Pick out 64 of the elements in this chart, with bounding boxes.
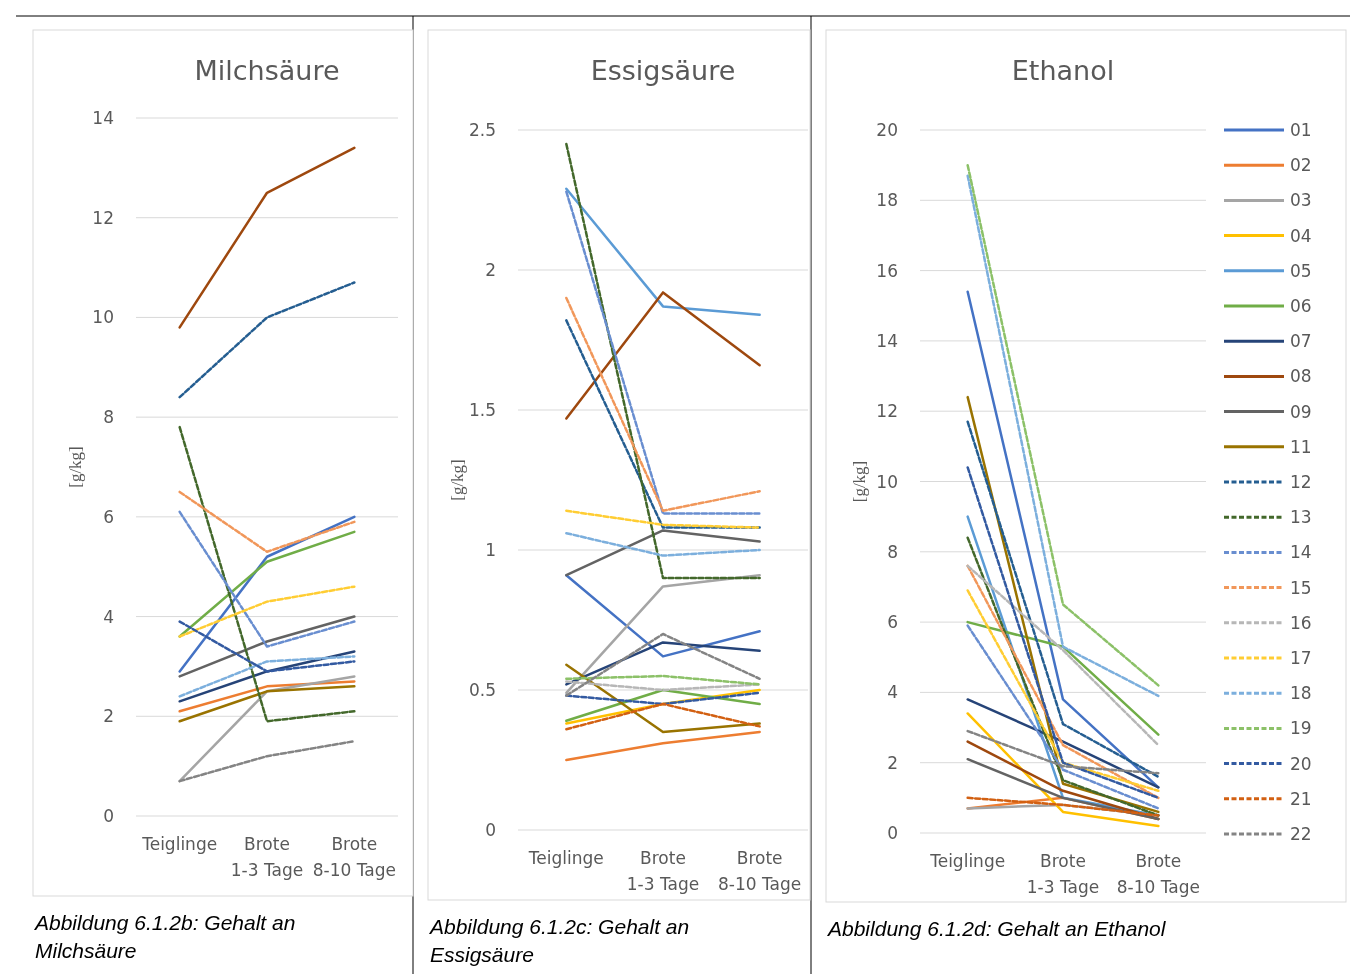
legend-label: 18: [1290, 683, 1312, 704]
y-tick-label: 8: [103, 407, 114, 428]
legend-label: 03: [1290, 190, 1312, 211]
legend-label: 02: [1290, 155, 1312, 176]
legend-label: 13: [1290, 507, 1312, 528]
x-tick-label: Teiglinge: [141, 834, 218, 854]
y-tick-label: 16: [876, 260, 898, 281]
y-tick-label: 2: [485, 260, 496, 280]
legend-label: 19: [1290, 718, 1312, 739]
legend-label: 07: [1290, 331, 1312, 352]
y-tick-label: 20: [876, 120, 898, 140]
y-tick-label: 4: [103, 606, 114, 627]
legend-label: 20: [1290, 753, 1312, 774]
legend-label: 04: [1290, 225, 1312, 246]
legend-label: 15: [1290, 577, 1312, 598]
legend-label: 17: [1290, 648, 1312, 668]
y-tick-label: 1: [485, 540, 496, 560]
y-axis-title: [g/kg]: [850, 460, 869, 503]
chart-title: Ethanol: [1011, 55, 1115, 86]
legend-label: 08: [1290, 366, 1312, 387]
y-tick-label: 2: [103, 706, 114, 727]
x-tick-label: Teiglinge: [527, 848, 604, 868]
y-tick-label: 2: [887, 752, 898, 773]
y-tick-label: 0: [887, 823, 898, 843]
y-tick-label: 2.5: [468, 120, 496, 140]
y-tick-label: 18: [876, 190, 898, 211]
y-tick-label: 1.5: [468, 400, 496, 420]
legend-label: 21: [1290, 788, 1312, 809]
text: Abbildung 6.1.2d: Gehalt an Ethanol: [826, 917, 1167, 940]
legend-label: 05: [1290, 260, 1312, 281]
y-tick-label: 0: [103, 806, 114, 826]
legend-label: 11: [1290, 436, 1312, 457]
x-tick-label: Brote 1-3 Tage: [230, 834, 304, 880]
y-tick-label: 0: [485, 820, 496, 840]
x-tick-label: Teiglinge: [929, 851, 1006, 871]
y-tick-label: 8: [887, 541, 898, 562]
legend-label: 01: [1290, 120, 1312, 140]
x-tick-label: Brote 8-10 Tage: [312, 834, 396, 880]
legend-label: 16: [1290, 612, 1312, 633]
y-tick-label: 0.5: [468, 680, 496, 700]
legend-label: 22: [1290, 824, 1312, 844]
legend-label: 06: [1290, 296, 1312, 316]
y-tick-label: 10: [92, 307, 114, 328]
x-tick-label: Brote 1-3 Tage: [1026, 851, 1100, 897]
text: Abbildung 6.1.2b: Gehalt an Milchsäure: [33, 911, 296, 962]
y-tick-label: 14: [876, 330, 898, 351]
y-tick-label: 6: [887, 612, 898, 633]
chart-title: Milchsäure: [194, 55, 340, 86]
x-tick-label: Brote 1-3 Tage: [626, 848, 700, 894]
y-tick-label: 6: [103, 506, 114, 527]
y-tick-label: 12: [876, 401, 898, 422]
y-tick-label: 10: [876, 471, 898, 492]
legend-label: 12: [1290, 472, 1312, 492]
text: Abbildung 6.1.2c: Gehalt an Essigsäure: [428, 915, 690, 966]
legend-label: 14: [1290, 542, 1312, 563]
y-tick-label: 4: [887, 682, 898, 703]
legend-label: 09: [1290, 401, 1312, 422]
y-tick-label: 12: [92, 207, 114, 228]
y-tick-label: 14: [92, 108, 114, 128]
chart-title: Essigsäure: [590, 55, 736, 86]
y-axis-title: [g/kg]: [448, 459, 467, 501]
x-tick-label: Brote 8-10 Tage: [1116, 851, 1200, 897]
y-axis-title: [g/kg]: [66, 446, 85, 488]
x-tick-label: Brote 8-10 Tage: [718, 848, 802, 894]
